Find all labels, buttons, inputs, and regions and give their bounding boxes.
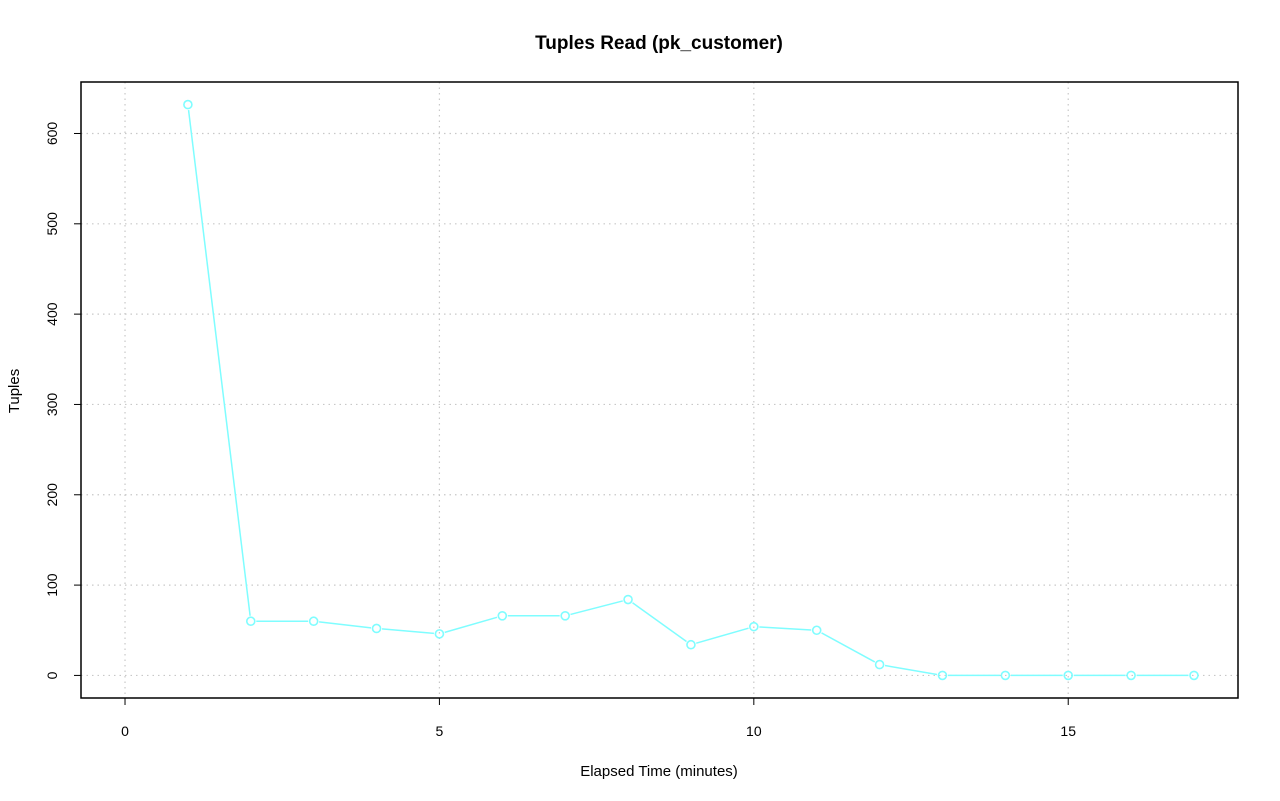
series-segment	[759, 626, 812, 631]
data-point	[560, 611, 570, 621]
y-axis-title: Tuples	[6, 369, 23, 413]
data-point	[686, 639, 696, 650]
data-point	[1189, 670, 1199, 681]
data-point	[434, 629, 445, 639]
data-point	[1000, 670, 1011, 681]
x-tick-label: 10	[746, 723, 762, 739]
data-point	[1126, 670, 1136, 681]
data-point	[937, 670, 948, 681]
series-segment	[381, 628, 435, 635]
series-segment	[884, 664, 938, 676]
x-axis: 0 5 10 15	[121, 698, 1076, 739]
y-axis: 0 100 200 300 400 500 600	[44, 122, 81, 679]
x-tick-label: 0	[121, 723, 129, 739]
y-tick-label: 100	[44, 573, 60, 597]
y-tick-label: 600	[44, 122, 60, 146]
series-layer	[183, 99, 1199, 681]
y-tick-label: 200	[44, 483, 60, 507]
data-point	[183, 99, 193, 110]
series-segment	[696, 627, 749, 644]
y-tick-label: 300	[44, 393, 60, 417]
data-point	[1063, 670, 1074, 681]
grid	[81, 82, 1238, 698]
series-segment	[444, 616, 498, 634]
x-axis-title: Elapsed Time (minutes)	[580, 763, 738, 780]
x-tick-label: 5	[436, 723, 444, 739]
data-point	[371, 623, 382, 634]
y-tick-label: 500	[44, 212, 60, 236]
series-segment	[570, 600, 623, 616]
series-segment	[632, 602, 687, 643]
series-segment	[319, 621, 372, 629]
data-point	[308, 616, 319, 627]
y-tick-label: 0	[44, 671, 60, 679]
data-point	[811, 625, 822, 636]
data-point	[245, 616, 256, 627]
plot-frame	[80, 81, 1239, 699]
chart-title: Tuples Read (pk_customer)	[535, 33, 783, 54]
data-point	[497, 611, 508, 621]
series-segment	[187, 109, 251, 616]
data-point	[749, 621, 759, 632]
series-segment	[821, 632, 876, 663]
data-point	[623, 594, 633, 605]
x-tick-label: 15	[1060, 723, 1076, 739]
y-tick-label: 400	[44, 302, 60, 326]
data-point	[874, 659, 885, 670]
